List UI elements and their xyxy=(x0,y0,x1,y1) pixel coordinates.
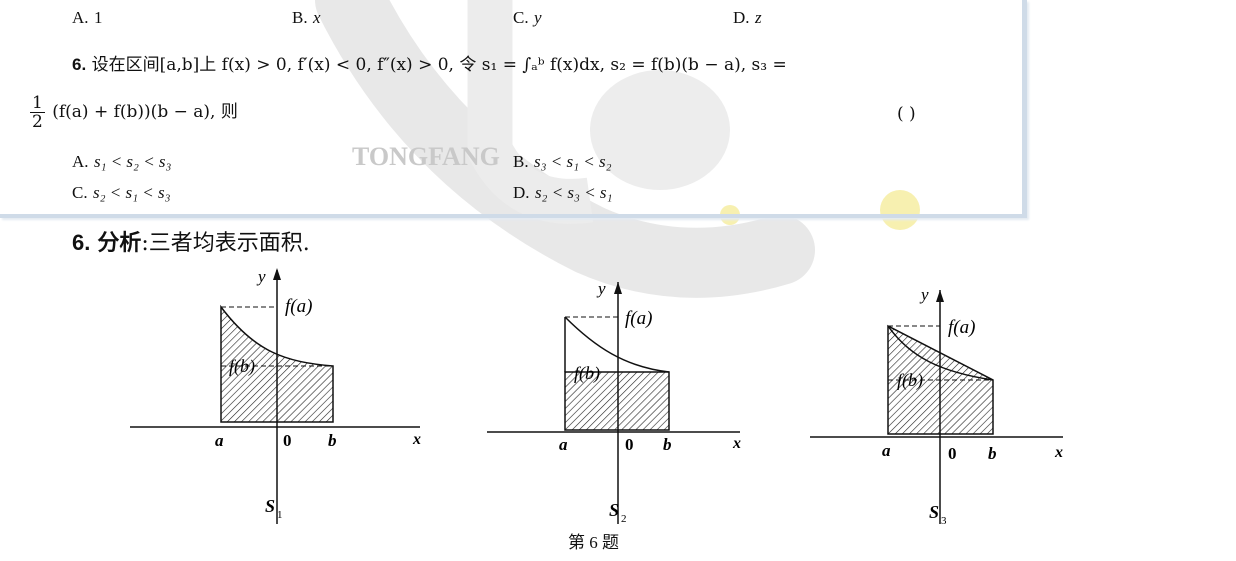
s2-shaded-region xyxy=(564,371,670,431)
prev-option-a: A. 1 xyxy=(72,8,103,27)
figure-s2: y f(a) f(b) a 0 b x S 2 xyxy=(487,279,741,525)
answer-blank: ( ) xyxy=(897,104,916,124)
option-a: A. s₁ < s₂ < s₃ xyxy=(72,152,172,171)
s3-a-label: a xyxy=(882,441,891,460)
prev-option-b: B. x xyxy=(292,8,321,27)
prev-option-d: D. z xyxy=(733,8,762,27)
s3-curve xyxy=(887,325,994,381)
figure-s3: y f(a) f(b) a 0 b x S 3 xyxy=(810,285,1063,527)
s1-fb-label: f(b) xyxy=(229,356,255,377)
s2-fb-label: f(b) xyxy=(574,363,600,384)
s2-sub: 2 xyxy=(621,513,627,525)
question-number: 6. xyxy=(72,55,87,74)
s2-b-label: b xyxy=(663,435,672,454)
question-stem-text2: (f(a) + f(b))(b − a), 则 xyxy=(52,102,238,122)
s1-sub: 1 xyxy=(277,509,283,521)
option-d: D. s₂ < s₃ < s₁ xyxy=(513,183,613,202)
option-c: C. s₂ < s₁ < s₃ xyxy=(72,183,171,202)
figure-s1: y f(a) f(b) a 0 b x S 1 xyxy=(130,267,421,524)
s2-y-label: y xyxy=(596,279,606,298)
question-stem-line1: 6. 设在区间[a,b]上 f(x) > 0, f′(x) < 0, f″(x)… xyxy=(72,50,787,75)
question-stem-line2: 1 2 (f(a) + f(b))(b − a), 则 xyxy=(30,94,238,131)
s1-a-label: a xyxy=(215,431,224,450)
s3-zero-label: 0 xyxy=(948,444,957,463)
s1-b-label: b xyxy=(328,431,337,450)
s1-y-label: y xyxy=(256,267,266,286)
s3-sub: 3 xyxy=(941,515,947,527)
question-stem-text: 设在区间[a,b]上 f(x) > 0, f′(x) < 0, f″(x) > … xyxy=(91,55,787,75)
analysis-heading: 6. 分析:三者均表示面积. xyxy=(72,230,310,256)
fraction-half: 1 2 xyxy=(30,93,45,132)
s1-zero-label: 0 xyxy=(283,431,292,450)
s1-name: S xyxy=(265,496,275,516)
s2-a-label: a xyxy=(559,435,568,454)
s3-name: S xyxy=(929,502,939,522)
s3-y-label: y xyxy=(919,285,929,304)
s2-name: S xyxy=(609,500,619,520)
s3-x-label: x xyxy=(1054,444,1063,461)
s2-zero-label: 0 xyxy=(625,435,634,454)
s1-x-label: x xyxy=(412,431,421,448)
question-card: A. 1 B. x C. y D. z 6. 设在区间[a,b]上 f(x) >… xyxy=(0,0,1027,218)
s3-b-label: b xyxy=(988,444,997,463)
s3-fb-label: f(b) xyxy=(897,370,923,391)
s2-fa-label: f(a) xyxy=(625,308,652,329)
s2-x-label: x xyxy=(732,435,741,452)
figure-caption: 第 6 题 xyxy=(568,533,619,552)
s3-fa-label: f(a) xyxy=(948,317,975,338)
option-b: B. s₃ < s₁ < s₂ xyxy=(513,152,612,171)
prev-option-c: C. y xyxy=(513,8,542,27)
s2-curve xyxy=(564,316,670,373)
s1-fa-label: f(a) xyxy=(285,296,312,317)
